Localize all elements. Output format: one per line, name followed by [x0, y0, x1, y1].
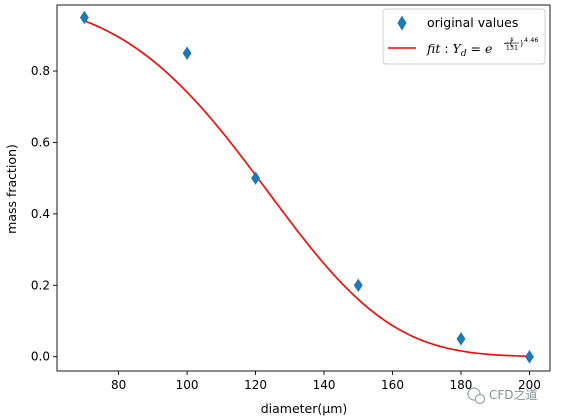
y-tick-label: 0.8: [31, 64, 50, 78]
data-point: [182, 46, 192, 60]
fit-equals: =: [467, 41, 485, 56]
data-point: [353, 278, 363, 293]
x-tick-label: 100: [176, 378, 199, 392]
legend-label-fit: fit : Yd = e −( x 131 ) 4.46: [426, 35, 538, 59]
fit-colon: :: [440, 41, 452, 56]
fit-frac-numerator: x: [510, 35, 514, 43]
x-tick-label: 120: [244, 378, 267, 392]
watermark: CFD之道: [467, 387, 538, 405]
data-point: [524, 349, 534, 364]
x-axis-label: diameter(μm): [261, 401, 348, 416]
fit-y-subscript: d: [461, 49, 467, 59]
fit-y: Y: [453, 41, 463, 56]
y-tick-label: 0.4: [31, 207, 50, 221]
plot-area: [56, 4, 551, 372]
y-tick-label: 0.2: [31, 278, 50, 292]
data-point: [79, 10, 89, 25]
legend: original values fit : Yd = e −( x 131 ) …: [382, 8, 546, 65]
data-point: [251, 171, 261, 185]
fit-exponent-close: ): [520, 39, 523, 48]
wechat-icon: [467, 387, 486, 405]
fit-exponent-open: −(: [503, 39, 513, 48]
y-axis-label: mass fraction): [4, 144, 19, 234]
fit-exponent-power: 4.46: [524, 36, 538, 44]
x-tick-label: 200: [518, 378, 541, 392]
fit-curve: [84, 20, 530, 358]
x-axis-ticks: 80 100 120 140 160 180 200: [111, 371, 541, 392]
legend-box: [382, 8, 546, 65]
x-tick-label: 80: [111, 378, 126, 392]
data-points-layer: [79, 10, 534, 364]
svg-text:fit : Yd = e: fit : Yd = e: [426, 41, 492, 59]
x-tick-label: 160: [381, 378, 404, 392]
y-tick-label: 0.6: [31, 135, 50, 149]
legend-label-original-values: original values: [427, 15, 518, 30]
axes-frame: [56, 4, 551, 372]
fit-frac-denominator: 131: [506, 44, 518, 52]
y-tick-label: 0.0: [31, 350, 50, 364]
data-point: [456, 332, 466, 346]
y-axis-ticks: 0.0 0.2 0.4 0.6 0.8: [31, 64, 57, 364]
fit-prefix: fit: [426, 41, 441, 56]
watermark-text: CFD之道: [489, 388, 538, 402]
fit-base: e: [485, 41, 492, 56]
x-tick-label: 180: [450, 378, 473, 392]
x-tick-label: 140: [313, 378, 336, 392]
legend-diamond-marker: [397, 15, 407, 31]
fit-curve-layer: [84, 20, 530, 358]
